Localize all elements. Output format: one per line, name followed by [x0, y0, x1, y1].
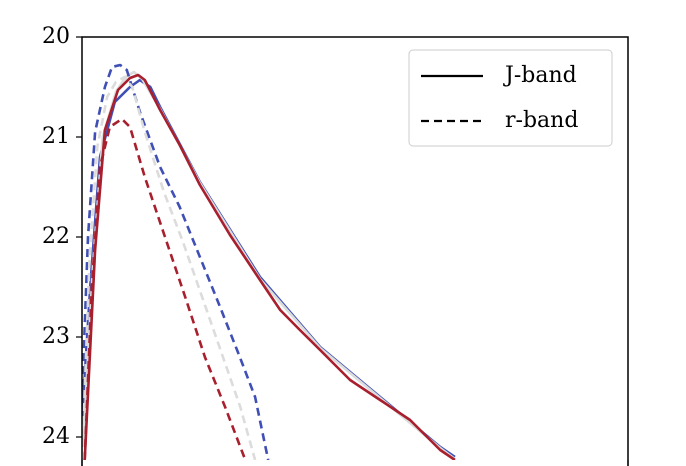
light-curve	[82, 78, 456, 459]
y-tick-label: 21	[42, 124, 70, 149]
y-tick-label: 20	[42, 24, 70, 49]
light-curve	[82, 75, 257, 460]
plot-frame	[81, 36, 629, 466]
light-curve	[83, 73, 456, 460]
legend-box	[408, 49, 613, 147]
y-tick-label: 24	[42, 424, 70, 449]
light-curve	[83, 117, 247, 460]
y-tick-label: 23	[42, 324, 70, 349]
legend-label: r-band	[505, 108, 578, 133]
light-curve	[82, 70, 456, 460]
y-tick-label: 22	[42, 224, 70, 249]
legend-label: J-band	[503, 63, 577, 88]
plot-lines	[82, 63, 456, 460]
